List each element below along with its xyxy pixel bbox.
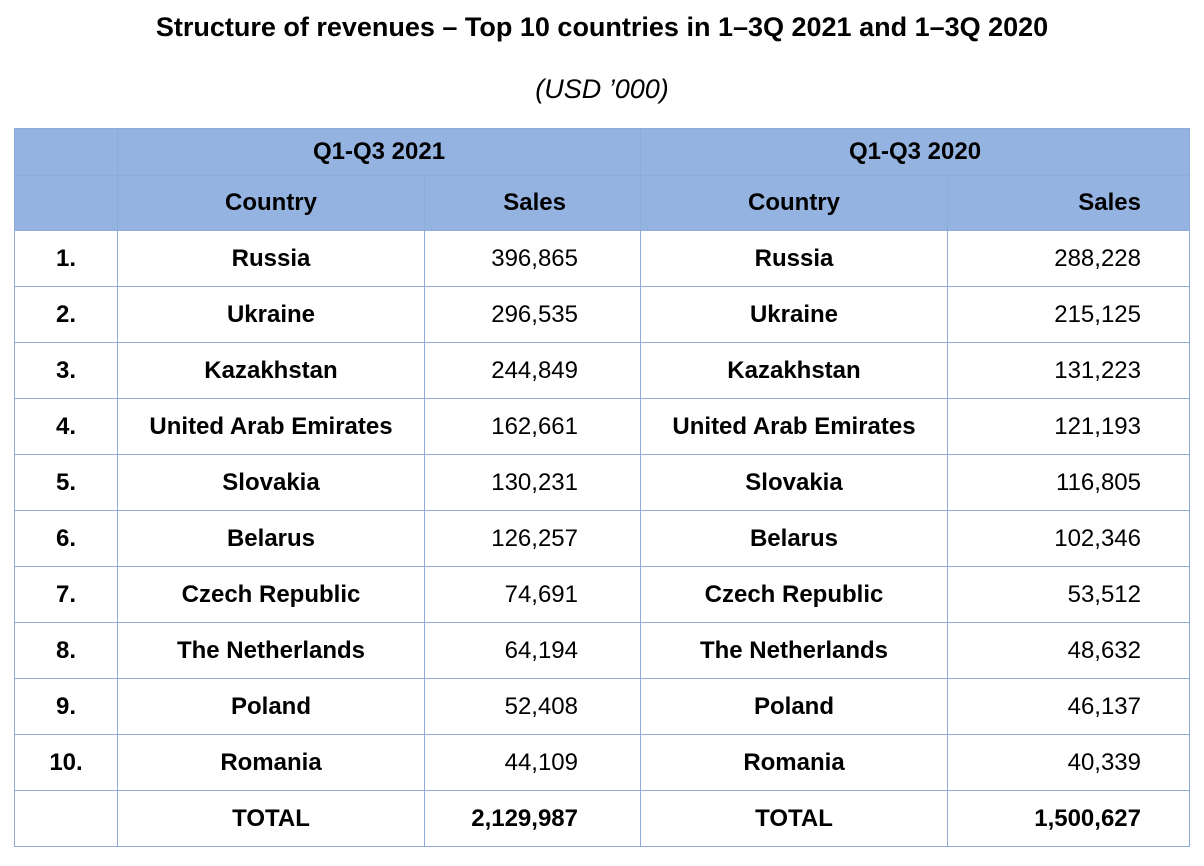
total-2020-label: TOTAL	[640, 790, 948, 847]
country-2020-cell: Ukraine	[640, 286, 948, 343]
rank-cell: 4.	[14, 398, 118, 455]
rank-cell: 6.	[14, 510, 118, 567]
revenue-table: Q1-Q3 2021 Q1-Q3 2020 Country Sales Coun…	[14, 128, 1190, 847]
rank-cell: 5.	[14, 454, 118, 511]
country-2021-cell: The Netherlands	[117, 622, 425, 679]
period-2021-header: Q1-Q3 2021	[117, 128, 641, 176]
sales-2020-cell: 40,339	[947, 734, 1190, 791]
table-row: 4. United Arab Emirates 162,661 United Arab…	[14, 398, 1190, 455]
period-header-row: Q1-Q3 2021 Q1-Q3 2020	[14, 128, 1190, 176]
rank-cell: 8.	[14, 622, 118, 679]
rank-cell: 9.	[14, 678, 118, 735]
sales-2021-cell: 296,535	[424, 286, 641, 343]
total-row: TOTAL 2,129,987 TOTAL 1,500,627	[14, 790, 1190, 847]
country-2020-cell: United Arab Emirates	[640, 398, 948, 455]
sales-2020-cell: 116,805	[947, 454, 1190, 511]
sales-2020-cell: 215,125	[947, 286, 1190, 343]
table-row: 3. Kazakhstan 244,849 Kazakhstan 131,223	[14, 342, 1190, 399]
country-2021-cell: United Arab Emirates	[117, 398, 425, 455]
rank-cell: 3.	[14, 342, 118, 399]
sales-2021-cell: 52,408	[424, 678, 641, 735]
table-title: Structure of revenues – Top 10 countries…	[155, 12, 1049, 42]
table-row: 9. Poland 52,408 Poland 46,137	[14, 678, 1190, 735]
country-2020-header: Country	[640, 175, 948, 231]
rank-cell: 2.	[14, 286, 118, 343]
table-row: 7. Czech Republic 74,691 Czech Republic 53,5…	[14, 566, 1190, 623]
country-2021-cell: Slovakia	[117, 454, 425, 511]
sales-2021-cell: 244,849	[424, 342, 641, 399]
country-2020-cell: Czech Republic	[640, 566, 948, 623]
country-2021-cell: Russia	[117, 230, 425, 287]
corner-cell	[14, 128, 118, 176]
table-row: 5. Slovakia 130,231 Slovakia 116,805	[14, 454, 1190, 511]
total-2021-label: TOTAL	[117, 790, 425, 847]
country-2021-cell: Belarus	[117, 510, 425, 567]
sales-2020-cell: 48,632	[947, 622, 1190, 679]
total-rank-cell	[14, 790, 118, 847]
rank-cell: 7.	[14, 566, 118, 623]
sales-2021-cell: 44,109	[424, 734, 641, 791]
sales-2020-cell: 102,346	[947, 510, 1190, 567]
total-2020-value: 1,500,627	[947, 790, 1190, 847]
sales-2021-cell: 64,194	[424, 622, 641, 679]
sales-2020-cell: 53,512	[947, 566, 1190, 623]
sales-2021-cell: 126,257	[424, 510, 641, 567]
sales-2020-cell: 288,228	[947, 230, 1190, 287]
rank-cell: 1.	[14, 230, 118, 287]
country-2021-cell: Romania	[117, 734, 425, 791]
country-2021-cell: Poland	[117, 678, 425, 735]
sales-2020-cell: 121,193	[947, 398, 1190, 455]
sales-2021-cell: 396,865	[424, 230, 641, 287]
table-row: 8. The Netherlands 64,194 The Netherlands 48…	[14, 622, 1190, 679]
country-2021-cell: Kazakhstan	[117, 342, 425, 399]
corner-cell	[14, 175, 118, 231]
country-2020-cell: Poland	[640, 678, 948, 735]
sales-2021-cell: 162,661	[424, 398, 641, 455]
period-2020-header: Q1-Q3 2020	[640, 128, 1190, 176]
sales-2020-cell: 131,223	[947, 342, 1190, 399]
sales-2020-header: Sales	[947, 175, 1190, 231]
country-2020-cell: Belarus	[640, 510, 948, 567]
country-2021-header: Country	[117, 175, 425, 231]
country-2021-cell: Ukraine	[117, 286, 425, 343]
table-row: 1. Russia 396,865 Russia 288,228	[14, 230, 1190, 287]
sales-2020-cell: 46,137	[947, 678, 1190, 735]
column-header-row: Country Sales Country Sales	[14, 175, 1190, 231]
sales-2021-header: Sales	[424, 175, 641, 231]
total-2021-value: 2,129,987	[424, 790, 641, 847]
table-body: 1. Russia 396,865 Russia 288,228 2. Ukraine 296…	[14, 230, 1190, 847]
sales-2021-cell: 130,231	[424, 454, 641, 511]
country-2020-cell: Slovakia	[640, 454, 948, 511]
sales-2021-cell: 74,691	[424, 566, 641, 623]
country-2020-cell: Kazakhstan	[640, 342, 948, 399]
country-2020-cell: Russia	[640, 230, 948, 287]
table-row: 2. Ukraine 296,535 Ukraine 215,125	[14, 286, 1190, 343]
country-2020-cell: Romania	[640, 734, 948, 791]
table-row: 10. Romania 44,109 Romania 40,339	[14, 734, 1190, 791]
table-row: 6. Belarus 126,257 Belarus 102,346	[14, 510, 1190, 567]
table-subtitle: (USD ’000)	[535, 74, 669, 104]
rank-cell: 10.	[14, 734, 118, 791]
country-2021-cell: Czech Republic	[117, 566, 425, 623]
country-2020-cell: The Netherlands	[640, 622, 948, 679]
